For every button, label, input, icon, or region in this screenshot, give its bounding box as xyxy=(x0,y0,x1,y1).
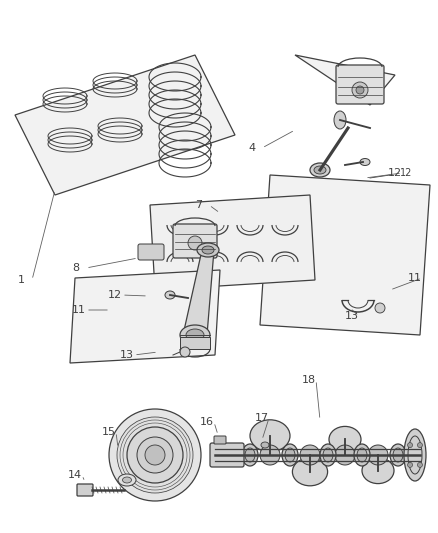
Ellipse shape xyxy=(357,448,367,462)
Text: 8: 8 xyxy=(72,263,79,273)
Text: 11: 11 xyxy=(72,305,86,315)
Circle shape xyxy=(407,463,413,467)
Text: 1: 1 xyxy=(18,275,25,285)
Circle shape xyxy=(352,82,368,98)
Ellipse shape xyxy=(261,442,269,448)
Circle shape xyxy=(368,445,388,465)
Ellipse shape xyxy=(329,426,361,453)
Ellipse shape xyxy=(320,444,336,466)
Polygon shape xyxy=(295,55,395,105)
Ellipse shape xyxy=(180,325,210,345)
Text: 15: 15 xyxy=(102,427,116,437)
FancyBboxPatch shape xyxy=(173,224,217,258)
Ellipse shape xyxy=(393,448,403,462)
Text: 16: 16 xyxy=(200,417,214,427)
Text: 14: 14 xyxy=(68,470,82,480)
Polygon shape xyxy=(183,250,214,335)
Text: 11: 11 xyxy=(408,273,422,283)
Ellipse shape xyxy=(245,448,255,462)
Text: 12: 12 xyxy=(400,168,412,178)
Polygon shape xyxy=(150,195,315,290)
Circle shape xyxy=(300,445,320,465)
Circle shape xyxy=(375,303,385,313)
Ellipse shape xyxy=(282,444,298,466)
Text: 12: 12 xyxy=(388,168,402,178)
Text: 13: 13 xyxy=(345,311,359,321)
FancyBboxPatch shape xyxy=(336,65,384,104)
Ellipse shape xyxy=(293,458,328,486)
Polygon shape xyxy=(70,270,220,363)
Ellipse shape xyxy=(362,458,394,483)
Ellipse shape xyxy=(310,163,330,177)
Polygon shape xyxy=(260,175,430,335)
Circle shape xyxy=(180,347,190,357)
Circle shape xyxy=(145,445,165,465)
Circle shape xyxy=(117,417,193,493)
Circle shape xyxy=(127,427,183,483)
Circle shape xyxy=(417,442,422,448)
FancyBboxPatch shape xyxy=(214,436,226,444)
Text: 17: 17 xyxy=(255,413,269,423)
Text: 12: 12 xyxy=(108,290,122,300)
Text: 18: 18 xyxy=(302,375,316,385)
Ellipse shape xyxy=(123,477,131,483)
Ellipse shape xyxy=(197,243,219,257)
Text: 7: 7 xyxy=(195,200,202,210)
Ellipse shape xyxy=(186,329,204,341)
Text: 13: 13 xyxy=(120,350,134,360)
FancyBboxPatch shape xyxy=(210,443,244,467)
Polygon shape xyxy=(180,337,210,349)
Ellipse shape xyxy=(334,111,346,129)
Circle shape xyxy=(260,445,280,465)
Polygon shape xyxy=(15,55,235,195)
Ellipse shape xyxy=(250,420,290,452)
Ellipse shape xyxy=(165,291,175,299)
Ellipse shape xyxy=(242,444,258,466)
Circle shape xyxy=(417,463,422,467)
Ellipse shape xyxy=(314,166,326,174)
Ellipse shape xyxy=(354,444,370,466)
Circle shape xyxy=(137,437,173,473)
Ellipse shape xyxy=(118,474,136,486)
FancyBboxPatch shape xyxy=(138,244,164,260)
Ellipse shape xyxy=(360,158,370,166)
Circle shape xyxy=(407,442,413,448)
Ellipse shape xyxy=(202,246,214,254)
Ellipse shape xyxy=(323,448,333,462)
Ellipse shape xyxy=(285,448,295,462)
Ellipse shape xyxy=(390,444,406,466)
Circle shape xyxy=(335,445,355,465)
Circle shape xyxy=(109,409,201,501)
Circle shape xyxy=(356,86,364,94)
FancyBboxPatch shape xyxy=(77,484,93,496)
Text: 4: 4 xyxy=(248,143,255,153)
Ellipse shape xyxy=(404,429,426,481)
Circle shape xyxy=(188,236,202,250)
